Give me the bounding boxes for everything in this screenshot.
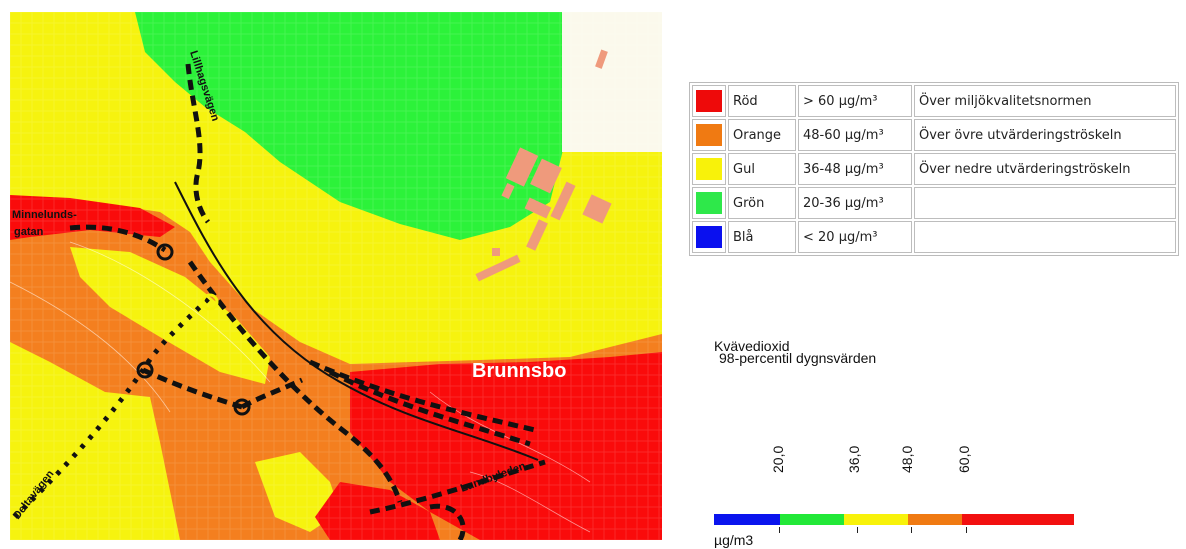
scale-tick-mark bbox=[779, 527, 780, 533]
scale-tick-label: 48,0 bbox=[899, 445, 915, 473]
road-label-minnelunds: Minnelunds- bbox=[12, 209, 77, 221]
legend-description: Över miljökvalitetsnormen bbox=[914, 85, 1176, 117]
legend-swatch bbox=[696, 226, 722, 248]
railway-line bbox=[174, 181, 539, 461]
scale-segment-red bbox=[962, 514, 1074, 525]
legend-range: 48-60 µg/m³ bbox=[798, 119, 912, 151]
road-label-gatan: gatan bbox=[14, 226, 44, 238]
legend-description: Över nedre utvärderingströskeln bbox=[914, 153, 1176, 185]
legend-swatch bbox=[696, 158, 722, 180]
legend-swatch bbox=[696, 124, 722, 146]
legend-range: 36-48 µg/m³ bbox=[798, 153, 912, 185]
color-scale-bar bbox=[714, 514, 1074, 525]
legend-description bbox=[914, 221, 1176, 253]
air-quality-map: Lillhagsvägen Minnelunds- gatan Brunnsbo… bbox=[10, 12, 662, 540]
area-label-brunnsbo: Brunnsbo bbox=[472, 360, 566, 382]
scale-tick-mark bbox=[911, 527, 912, 533]
legend-description: Över övre utvärderingströskeln bbox=[914, 119, 1176, 151]
scale-segment-yellow bbox=[844, 514, 908, 525]
legend-row: Orange 48-60 µg/m³ Över övre utvärdering… bbox=[692, 119, 1176, 151]
scale-tick-label: 36,0 bbox=[846, 445, 862, 473]
legend-range: > 60 µg/m³ bbox=[798, 85, 912, 117]
legend-row: Blå < 20 µg/m³ bbox=[692, 221, 1176, 253]
junction-marker-yellow bbox=[201, 293, 219, 311]
legend-table: Röd > 60 µg/m³ Över miljökvalitetsnormen… bbox=[689, 82, 1179, 256]
legend-row: Gul 36-48 µg/m³ Över nedre utvärderingst… bbox=[692, 153, 1176, 185]
legend-name: Grön bbox=[728, 187, 796, 219]
junction-marker bbox=[233, 398, 251, 416]
scale-segment-blue bbox=[714, 514, 780, 525]
scale-segment-green bbox=[780, 514, 844, 525]
legend-description bbox=[914, 187, 1176, 219]
legend-swatch bbox=[696, 192, 722, 214]
legend-row: Röd > 60 µg/m³ Över miljökvalitetsnormen bbox=[692, 85, 1176, 117]
legend-name: Gul bbox=[728, 153, 796, 185]
legend-row: Grön 20-36 µg/m³ bbox=[692, 187, 1176, 219]
junction-marker bbox=[156, 243, 174, 261]
legend-range: < 20 µg/m³ bbox=[798, 221, 912, 253]
legend-name: Orange bbox=[728, 119, 796, 151]
map-canvas: Lillhagsvägen Minnelunds- gatan Brunnsbo… bbox=[10, 12, 662, 540]
scale-tick-label: 60,0 bbox=[956, 445, 972, 473]
scale-title-statistic: 98-percentil dygnsvärden bbox=[719, 350, 877, 366]
junction-marker bbox=[136, 361, 154, 379]
buildings bbox=[475, 49, 612, 282]
legend-range: 20-36 µg/m³ bbox=[798, 187, 912, 219]
scale-tick-label: 20,0 bbox=[770, 445, 786, 473]
scale-title-pollutant: Kvävedioxid bbox=[714, 338, 790, 354]
scale-tick-mark bbox=[966, 527, 967, 533]
legend-name: Blå bbox=[728, 221, 796, 253]
scale-segment-orange bbox=[908, 514, 962, 525]
scale-unit-label: µg/m3 bbox=[714, 532, 754, 548]
scale-tick-mark bbox=[857, 527, 858, 533]
legend-swatch bbox=[696, 90, 722, 112]
scale-title: Kvävedioxid 98-percentil dygnsvärden bbox=[714, 338, 877, 366]
legend-name: Röd bbox=[728, 85, 796, 117]
